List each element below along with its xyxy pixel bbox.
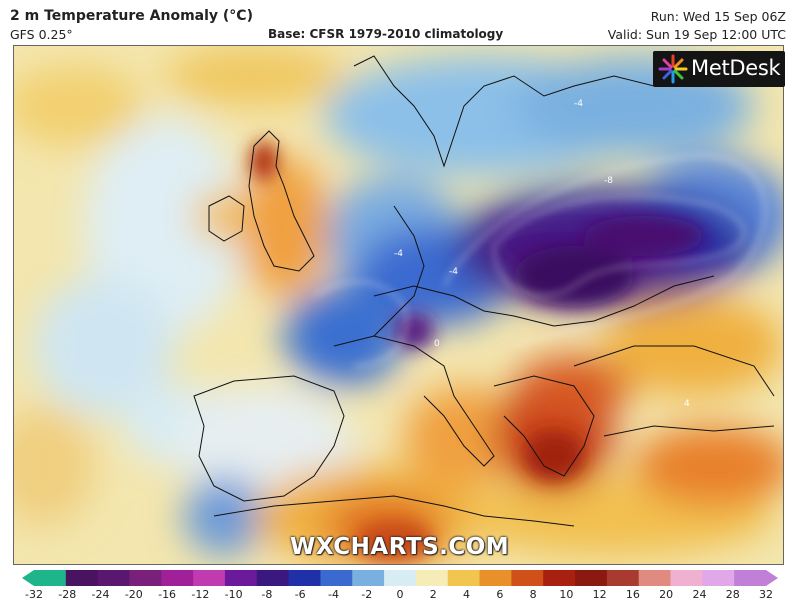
wxcharts-watermark: WXCHARTS.COM [290, 534, 510, 560]
legend-tick-label: 2 [429, 588, 437, 601]
scandinavia-outline [353, 55, 695, 168]
legend-tick-label: 16 [625, 588, 640, 601]
legend-tick-label: -20 [124, 588, 143, 601]
legend-color-segment [384, 570, 417, 586]
central-europe-border [373, 275, 715, 327]
contour-label-2: -4 [574, 99, 583, 109]
legend-tick-label: -10 [224, 588, 243, 601]
legend-color-segment [129, 570, 162, 586]
anomaly-map[interactable]: -8 -4 -4 -4 0 4 [13, 45, 784, 565]
legend-color-segment [447, 570, 481, 586]
legend-color-segment [638, 570, 672, 586]
legend-color-segment [320, 570, 353, 586]
legend-color-segment [352, 570, 385, 586]
legend-color-segment [479, 570, 512, 586]
valid-time-label: Valid: Sun 19 Sep 12:00 UTC [607, 27, 786, 42]
contour-label-4: -4 [449, 267, 458, 277]
legend-tick-label: 28 [725, 588, 740, 601]
legend-tick-label: 24 [692, 588, 707, 601]
legend-color-segment [511, 570, 544, 586]
iberia-outline [193, 375, 345, 502]
legend-tick-label: 20 [659, 588, 674, 601]
legend-color-segment [606, 570, 640, 586]
legend-tick-label: -12 [191, 588, 210, 601]
legend-tick-label: 8 [529, 588, 537, 601]
north-africa-outline [213, 495, 575, 527]
contour-label-5: 0 [434, 339, 440, 349]
base-climatology-label: Base: CFSR 1979-2010 climatology [268, 27, 504, 41]
legend-color-segment [256, 570, 290, 586]
contour-label-6: 4 [684, 399, 690, 409]
legend-color-segment [702, 570, 735, 586]
metdesk-logo-text: MetDesk [691, 56, 781, 80]
legend-tick-label: -32 [25, 588, 43, 601]
legend-color-segment [575, 570, 608, 586]
legend-color-segment [415, 570, 449, 586]
legend-tick-label: -6 [294, 588, 306, 601]
anatolia-outline [603, 425, 775, 437]
legend-tick-label: 0 [396, 588, 404, 601]
legend-tick-label: 4 [463, 588, 471, 601]
color-legend-bar [22, 570, 778, 586]
ireland-outline [208, 195, 245, 242]
legend-color-segment [193, 570, 226, 586]
legend-tick-label: 10 [559, 588, 574, 601]
legend-tick-label: -24 [91, 588, 110, 601]
metdesk-logo: MetDesk [653, 51, 785, 87]
legend-tick-label: -4 [327, 588, 339, 601]
contour-label-1: -8 [604, 176, 613, 186]
legend-color-segment [734, 570, 767, 586]
legend-tick-label: 32 [759, 588, 773, 601]
coastlines [193, 55, 775, 527]
metdesk-star-icon [658, 54, 688, 84]
legend-tick-label: 12 [592, 588, 607, 601]
legend-color-segment [288, 570, 321, 586]
legend-color-segment [224, 570, 258, 586]
balkans-outline [493, 375, 595, 477]
legend-tick-label: 6 [496, 588, 504, 601]
black-sea-outline [573, 345, 775, 397]
great-britain-outline [248, 130, 315, 272]
legend-left-arrow [22, 570, 34, 586]
legend-color-segment [543, 570, 576, 586]
run-time-label: Run: Wed 15 Sep 06Z [650, 9, 786, 24]
legend-color-segment [34, 570, 67, 586]
anomaly-field [14, 46, 783, 564]
western-europe-border [373, 205, 425, 337]
legend-color-segment [97, 570, 130, 586]
legend-tick-label: -28 [58, 588, 77, 601]
legend-color-segment [161, 570, 194, 586]
model-label: GFS 0.25° [10, 27, 73, 42]
italy-outline [333, 335, 495, 467]
legend-color-segment [670, 570, 703, 586]
legend-right-arrow [766, 570, 778, 586]
legend-tick-label: -16 [158, 588, 177, 601]
legend-color-segment [65, 570, 99, 586]
contour-label-3: -4 [394, 249, 403, 259]
chart-title: 2 m Temperature Anomaly (°C) [10, 8, 253, 24]
legend-tick-label: -8 [261, 588, 273, 601]
legend-tick-label: -2 [361, 588, 373, 601]
legend-ticks: -32 -28 -24 -20 -16 -12 -10 -8 -6 -4 -2 0 2 4 6 8 10 12 16… [0, 588, 800, 608]
